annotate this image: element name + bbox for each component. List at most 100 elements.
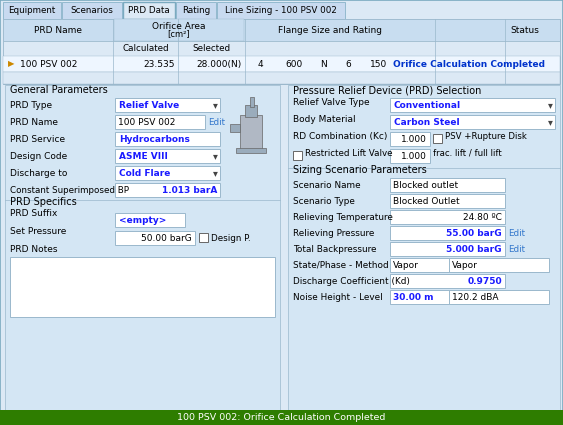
Text: Line Sizing - 100 PSV 002: Line Sizing - 100 PSV 002 xyxy=(225,6,337,15)
Bar xyxy=(390,98,555,112)
Text: PRD Suffix: PRD Suffix xyxy=(10,209,57,218)
Text: Rating: Rating xyxy=(182,6,210,15)
Bar xyxy=(449,290,549,304)
Text: 100 PSV 002: 100 PSV 002 xyxy=(118,117,176,127)
Bar xyxy=(0,410,563,425)
Text: Equipment: Equipment xyxy=(8,6,56,15)
Text: 100 PSV 002: Orifice Calculation Completed: 100 PSV 002: Orifice Calculation Complet… xyxy=(177,413,385,422)
Text: Body Material: Body Material xyxy=(293,114,356,124)
Text: Scenario Name: Scenario Name xyxy=(293,181,361,190)
Text: ▾: ▾ xyxy=(213,151,217,161)
Text: Orifice Area: Orifice Area xyxy=(152,22,205,31)
Bar xyxy=(236,148,266,153)
Text: Scenario Type: Scenario Type xyxy=(293,196,355,206)
Bar xyxy=(230,124,240,132)
Text: Restricted Lift Valve: Restricted Lift Valve xyxy=(305,148,392,158)
Bar xyxy=(115,115,205,129)
Text: PRD Notes: PRD Notes xyxy=(10,244,57,253)
Text: Relieving Pressure: Relieving Pressure xyxy=(293,229,374,238)
Text: RD Combination (Kc): RD Combination (Kc) xyxy=(293,131,387,141)
Bar xyxy=(3,19,560,84)
Text: Cold Flare: Cold Flare xyxy=(119,168,171,178)
Bar xyxy=(240,115,262,150)
Text: 1.013 barA: 1.013 barA xyxy=(162,185,217,195)
Text: Discharge Coefficient (Kd): Discharge Coefficient (Kd) xyxy=(293,277,410,286)
Bar xyxy=(115,166,220,180)
Text: Constant Superimposed BP: Constant Superimposed BP xyxy=(10,185,129,195)
Text: Edit: Edit xyxy=(508,244,525,253)
Text: Flange Size and Rating: Flange Size and Rating xyxy=(278,26,382,34)
Text: Vapor: Vapor xyxy=(393,261,419,269)
Bar xyxy=(288,85,560,410)
Bar xyxy=(3,41,560,56)
Text: Scenarios: Scenarios xyxy=(70,6,113,15)
Bar xyxy=(390,178,505,192)
Text: Relief Valve Type: Relief Valve Type xyxy=(293,97,370,107)
Text: Relieving Temperature: Relieving Temperature xyxy=(293,212,393,221)
Text: PRD Specifics: PRD Specifics xyxy=(10,197,77,207)
Text: Sizing Scenario Parameters: Sizing Scenario Parameters xyxy=(293,165,427,175)
Text: PRD Type: PRD Type xyxy=(10,100,52,110)
Text: Carbon Steel: Carbon Steel xyxy=(394,117,459,127)
Text: 50.00 barG: 50.00 barG xyxy=(141,233,192,243)
Text: 120.2 dBA: 120.2 dBA xyxy=(452,292,498,301)
Text: 600: 600 xyxy=(285,60,302,68)
Text: 6: 6 xyxy=(345,60,351,68)
Text: frac. lift / full lift: frac. lift / full lift xyxy=(433,148,502,158)
Bar xyxy=(115,149,220,163)
Text: Calculated: Calculated xyxy=(123,43,169,53)
Bar xyxy=(449,258,549,272)
Text: Total Backpressure: Total Backpressure xyxy=(293,244,377,253)
Bar xyxy=(115,231,195,245)
Bar xyxy=(3,2,61,19)
Bar xyxy=(115,183,220,197)
Bar xyxy=(114,19,244,41)
Text: Hydrocarbons: Hydrocarbons xyxy=(119,134,190,144)
Text: PRD Name: PRD Name xyxy=(10,117,58,127)
Bar xyxy=(390,149,430,163)
Text: Edit: Edit xyxy=(508,229,525,238)
Text: ▾: ▾ xyxy=(213,100,217,110)
Text: 55.00 barG: 55.00 barG xyxy=(446,229,502,238)
Text: 4: 4 xyxy=(258,60,263,68)
Text: Selected: Selected xyxy=(192,43,230,53)
Bar xyxy=(3,19,560,41)
Bar xyxy=(3,72,560,84)
Bar xyxy=(115,213,185,227)
Bar xyxy=(245,105,257,117)
Bar xyxy=(293,151,302,160)
Text: Blocked Outlet: Blocked Outlet xyxy=(393,196,459,206)
Bar xyxy=(250,97,254,107)
Text: 24.80 ºC: 24.80 ºC xyxy=(463,212,502,221)
Bar xyxy=(390,242,505,256)
Text: ▶: ▶ xyxy=(8,60,15,68)
Bar xyxy=(115,132,220,146)
Bar xyxy=(390,115,555,129)
Text: Blocked outlet: Blocked outlet xyxy=(393,181,458,190)
Bar xyxy=(390,210,505,224)
Text: PSV +Rupture Disk: PSV +Rupture Disk xyxy=(445,131,527,141)
Bar xyxy=(390,274,505,288)
Text: Orifice Calculation Completed: Orifice Calculation Completed xyxy=(393,60,545,68)
Text: 28.000(N): 28.000(N) xyxy=(196,60,242,68)
Bar xyxy=(10,257,275,317)
Bar xyxy=(390,290,505,304)
Text: Noise Height - Level: Noise Height - Level xyxy=(293,292,383,301)
Text: Edit: Edit xyxy=(208,117,225,127)
Text: ▾: ▾ xyxy=(548,117,552,127)
Text: 30.00 m: 30.00 m xyxy=(393,292,434,301)
Text: 0.9750: 0.9750 xyxy=(467,277,502,286)
Text: Discharge to: Discharge to xyxy=(10,168,68,178)
Text: State/Phase - Method: State/Phase - Method xyxy=(293,261,388,269)
Text: Status: Status xyxy=(510,26,539,34)
Text: PRD Service: PRD Service xyxy=(10,134,65,144)
Text: 5.000 barG: 5.000 barG xyxy=(446,244,502,253)
Bar xyxy=(217,2,345,19)
Text: 150: 150 xyxy=(370,60,387,68)
Bar xyxy=(390,258,505,272)
Bar xyxy=(5,85,280,410)
Text: Relief Valve: Relief Valve xyxy=(119,100,179,110)
Text: Set Pressure: Set Pressure xyxy=(10,227,66,235)
Text: General Parameters: General Parameters xyxy=(10,85,108,95)
Text: 100 PSV 002: 100 PSV 002 xyxy=(20,60,77,68)
